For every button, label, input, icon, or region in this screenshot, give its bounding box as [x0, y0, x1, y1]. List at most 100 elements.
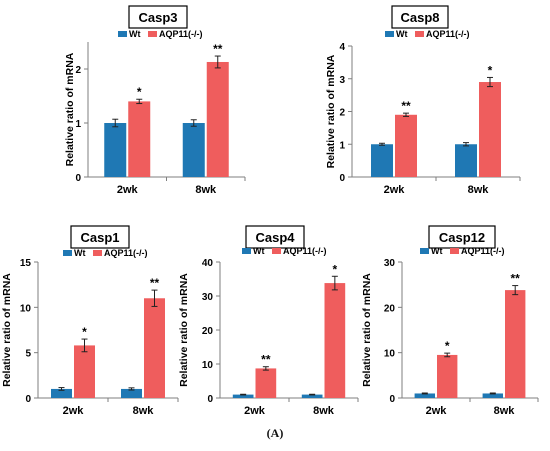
y-tick-label: 2	[339, 108, 345, 119]
y-axis-label: Relative ratio of mRNA	[1, 273, 13, 387]
chart-title: Casp8	[400, 10, 439, 25]
y-tick-label: 30	[384, 258, 396, 269]
y-tick-label: 10	[202, 360, 214, 371]
significance-label: **	[401, 99, 411, 113]
y-tick-label: 30	[202, 292, 214, 303]
legend-label-aqp11: AQP11(-/-)	[426, 29, 470, 39]
x-tick-label: 8wk	[133, 405, 155, 417]
y-axis-label: Relative ratio of mRNA	[178, 273, 190, 387]
legend-label-aqp11: AQP11(-/-)	[159, 29, 203, 39]
y-axis-label: Relative ratio of mRNA	[361, 273, 373, 387]
bar-aqp11-2wk	[128, 101, 151, 177]
bar-aqp11-8wk	[144, 298, 165, 398]
chart-title-box	[70, 225, 130, 249]
y-tick-label: 10	[384, 349, 396, 360]
chart-title: Casp3	[138, 10, 177, 25]
chart-title: Casp12	[439, 230, 485, 245]
bar-aqp11-8wk	[505, 290, 526, 398]
y-tick-label: 10	[20, 303, 32, 314]
y-axis-label: Relative ratio of mRNA	[64, 52, 76, 166]
y-tick-label: 0	[339, 173, 345, 184]
bar-aqp11-2wk	[74, 345, 95, 398]
legend-label-aqp11: AQP11(-/-)	[283, 246, 327, 256]
legend-swatch-aqp11	[450, 248, 459, 254]
bar-wt-8wk	[121, 388, 142, 398]
legend-label-aqp11: AQP11(-/-)	[461, 246, 505, 256]
significance-label: *	[488, 63, 493, 77]
legend-label-wt: Wt	[396, 29, 408, 39]
chart-title: Casp4	[255, 230, 295, 245]
bar-wt-2wk	[371, 144, 393, 177]
y-tick-label: 3	[339, 75, 345, 86]
x-tick-label: 2wk	[426, 405, 448, 417]
legend-label-wt: Wt	[253, 246, 265, 256]
legend-swatch-wt	[63, 250, 72, 256]
significance-label: *	[137, 85, 142, 99]
bar-wt-8wk	[182, 123, 205, 177]
bar-aqp11-2wk	[395, 114, 417, 177]
x-tick-label: 8wk	[494, 405, 516, 417]
legend-swatch-wt	[420, 248, 429, 254]
bar-wt-2wk	[414, 393, 435, 398]
chart-title-box	[391, 5, 449, 29]
legend-label-wt: Wt	[431, 246, 443, 256]
significance-label: *	[445, 339, 450, 353]
bar-wt-8wk	[482, 393, 503, 398]
bar-wt-8wk	[301, 394, 323, 398]
legend-label-aqp11: AQP11(-/-)	[104, 248, 148, 258]
legend-swatch-aqp11	[415, 31, 424, 37]
legend-swatch-wt	[118, 31, 127, 37]
bar-aqp11-8wk	[479, 82, 501, 177]
y-axis-label: Relative ratio of mRNA	[325, 54, 337, 168]
legend-swatch-aqp11	[93, 250, 102, 256]
y-tick-label: 20	[202, 326, 214, 337]
bar-aqp11-2wk	[437, 354, 458, 398]
y-tick-label: 0	[207, 394, 213, 405]
significance-label: **	[261, 353, 271, 367]
significance-label: *	[82, 325, 87, 339]
legend-swatch-wt	[242, 248, 251, 254]
bar-wt-2wk	[104, 123, 127, 177]
x-tick-label: 2wk	[117, 184, 139, 196]
legend-label-wt: Wt	[74, 248, 86, 258]
bar-wt-8wk	[455, 144, 477, 177]
x-tick-label: 8wk	[313, 405, 335, 417]
y-tick-label: 1	[75, 119, 81, 130]
significance-label: *	[333, 262, 338, 276]
bar-aqp11-8wk	[324, 283, 346, 398]
legend-label-wt: Wt	[129, 29, 141, 39]
bar-wt-2wk	[51, 388, 72, 398]
bar-aqp11-2wk	[255, 368, 277, 398]
legend-swatch-aqp11	[148, 31, 157, 37]
y-tick-label: 2	[75, 65, 81, 76]
y-tick-label: 20	[384, 303, 396, 314]
significance-label: **	[213, 42, 223, 56]
y-tick-label: 4	[339, 42, 345, 53]
chart-title-box	[128, 5, 188, 29]
x-tick-label: 8wk	[195, 184, 217, 196]
significance-label: **	[150, 276, 160, 290]
legend-swatch-wt	[385, 31, 394, 37]
y-tick-label: 5	[25, 349, 31, 360]
significance-label: **	[511, 272, 521, 286]
chart-title-box	[428, 225, 496, 249]
bar-wt-2wk	[232, 394, 254, 398]
x-tick-label: 8wk	[468, 184, 490, 196]
y-tick-label: 0	[25, 394, 31, 405]
y-tick-label: 0	[75, 173, 81, 184]
y-tick-label: 15	[20, 258, 32, 269]
bar-aqp11-8wk	[206, 61, 229, 178]
y-tick-label: 0	[389, 394, 395, 405]
y-tick-label: 40	[202, 258, 214, 269]
x-tick-label: 2wk	[63, 405, 85, 417]
x-tick-label: 2wk	[244, 405, 266, 417]
y-tick-label: 1	[339, 140, 345, 151]
legend-swatch-aqp11	[272, 248, 281, 254]
chart-casp1: Casp1 Wt AQP11(-/-) 0 5 10 15 Relative ratio of…	[1, 225, 179, 417]
